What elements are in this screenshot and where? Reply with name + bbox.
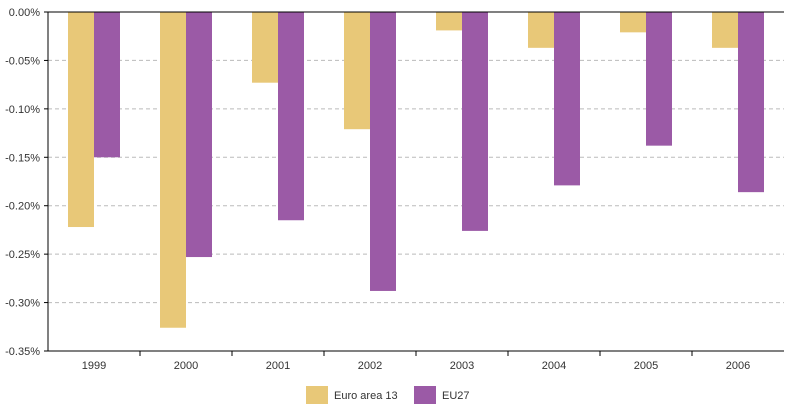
- bar-eu27-2004: [554, 12, 580, 186]
- legend-label-eu27: EU27: [442, 390, 470, 402]
- x-tick-label: 2003: [450, 360, 474, 372]
- bar-eu27-2000: [186, 12, 212, 258]
- bars: [68, 12, 764, 328]
- y-tick-label: -0.10%: [5, 104, 40, 116]
- x-tick-label: 2001: [266, 360, 290, 372]
- x-axis-ticks: 1999 2000 2001 2002 2003 2004 2005 2006: [82, 351, 750, 372]
- legend: Euro area 13 EU27: [306, 386, 470, 404]
- gridlines: [48, 59, 784, 304]
- bar-euro-area-13-2006: [712, 12, 738, 48]
- bar-eu27-2003: [462, 12, 488, 231]
- bar-eu27-2001: [278, 12, 304, 221]
- legend-label-euro-area-13: Euro area 13: [334, 390, 398, 402]
- bar-euro-area-13-2002: [344, 12, 370, 130]
- bar-euro-area-13-2001: [252, 12, 278, 83]
- bar-euro-area-13-2004: [528, 12, 554, 48]
- bar-euro-area-13-2003: [436, 12, 462, 31]
- bar-euro-area-13-2005: [620, 12, 646, 33]
- y-tick-label: -0.25%: [5, 249, 40, 261]
- x-tick-label: 2002: [358, 360, 382, 372]
- x-tick-label: 2006: [726, 360, 750, 372]
- bar-eu27-2002: [370, 12, 396, 291]
- y-tick-label: -0.20%: [5, 201, 40, 213]
- x-tick-label: 2000: [174, 360, 198, 372]
- x-tick-label: 1999: [82, 360, 106, 372]
- x-tick-label: 2005: [634, 360, 658, 372]
- bar-eu27-2006: [738, 12, 764, 193]
- y-axis-ticks: 0.00% -0.05% -0.10% -0.15% -0.20% -0.25% -0.30…: [5, 7, 48, 358]
- y-tick-label: -0.15%: [5, 152, 40, 164]
- bar-eu27-2005: [646, 12, 672, 146]
- y-tick-label: 0.00%: [9, 7, 40, 19]
- bar-euro-area-13-2000: [160, 12, 186, 328]
- legend-swatch-eu27: [414, 386, 436, 404]
- legend-swatch-euro-area-13: [306, 386, 328, 404]
- x-tick-label: 2004: [542, 360, 566, 372]
- bar-euro-area-13-1999: [68, 12, 94, 228]
- bar-eu27-1999: [94, 12, 120, 158]
- y-tick-label: -0.35%: [5, 346, 40, 358]
- y-tick-label: -0.30%: [5, 298, 40, 310]
- axes: [47, 11, 784, 352]
- y-tick-label: -0.05%: [5, 55, 40, 67]
